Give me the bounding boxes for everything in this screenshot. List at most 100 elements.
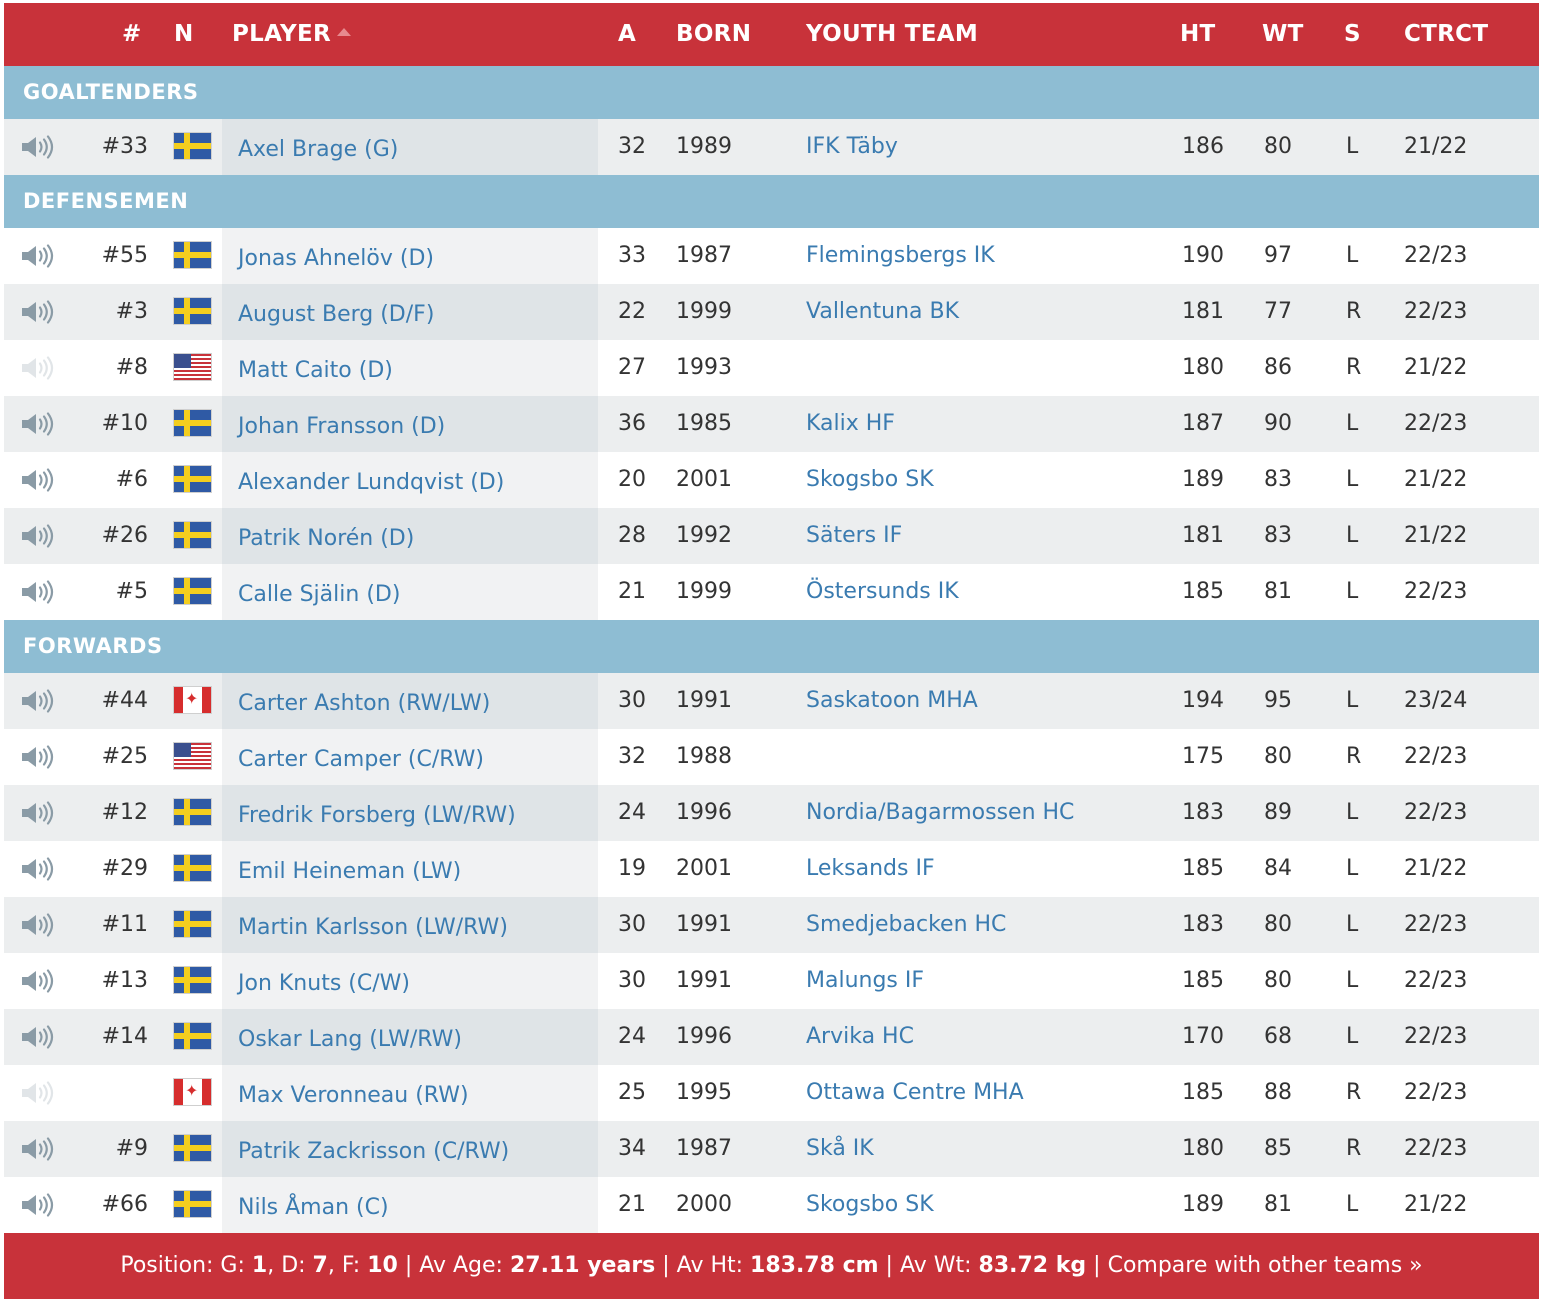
youth-team-link[interactable]: Kalix HF — [806, 411, 895, 436]
age-cell: 21 — [618, 579, 646, 604]
player-name-link[interactable]: Patrik Zackrisson (C/RW) — [238, 1139, 510, 1164]
player-name-link[interactable]: Jonas Ahnelöv (D) — [238, 246, 434, 271]
youth-team-link[interactable]: Vallentuna BK — [806, 299, 960, 324]
youth-team-link[interactable]: Leksands IF — [806, 856, 935, 881]
player-cell — [222, 564, 598, 620]
summary-age-label: | Av Age: — [397, 1253, 510, 1278]
player-name-link[interactable]: Carter Ashton (RW/LW) — [238, 691, 491, 716]
col-height[interactable]: HT — [1180, 21, 1216, 47]
flag-se-icon — [174, 1191, 211, 1217]
youth-team-link[interactable]: Nordia/Bagarmossen HC — [806, 800, 1075, 825]
speaker-icon[interactable] — [20, 1137, 54, 1161]
speaker-icon[interactable] — [20, 801, 54, 825]
youth-team-link[interactable]: Östersunds IK — [806, 579, 959, 604]
player-cell — [222, 841, 598, 897]
table-row: #25 Carter Camper (C/RW) 32 1988 175 80 R 22/23 — [4, 729, 1539, 785]
born-cell: 1987 — [676, 243, 732, 268]
youth-team-link[interactable]: Saskatoon MHA — [806, 688, 978, 713]
speaker-icon — [20, 1081, 54, 1105]
weight-cell: 81 — [1264, 579, 1292, 604]
youth-team-link[interactable]: Arvika HC — [806, 1024, 914, 1049]
weight-cell: 80 — [1264, 134, 1292, 159]
player-name-link[interactable]: Axel Brage (G) — [238, 137, 399, 162]
youth-team-link[interactable]: Skå IK — [806, 1136, 874, 1161]
player-name-link[interactable]: Oskar Lang (LW/RW) — [238, 1027, 463, 1052]
contract-cell: 21/22 — [1404, 856, 1468, 881]
shoots-cell: R — [1346, 299, 1362, 324]
flag-us-icon — [174, 743, 211, 769]
speaker-icon[interactable] — [20, 913, 54, 937]
born-cell: 1996 — [676, 800, 732, 825]
height-cell: 185 — [1182, 579, 1224, 604]
player-name-link[interactable]: August Berg (D/F) — [238, 302, 435, 327]
youth-team-link[interactable]: Malungs IF — [806, 968, 925, 993]
youth-team-link[interactable]: Smedjebacken HC — [806, 912, 1007, 937]
age-cell: 30 — [618, 968, 646, 993]
speaker-icon[interactable] — [20, 300, 54, 324]
speaker-icon[interactable] — [20, 524, 54, 548]
speaker-icon[interactable] — [20, 689, 54, 713]
age-cell: 36 — [618, 411, 646, 436]
speaker-icon[interactable] — [20, 468, 54, 492]
section-label: GOALTENDERS — [23, 80, 199, 104]
section-label: FORWARDS — [23, 634, 163, 658]
born-cell: 1995 — [676, 1080, 732, 1105]
shoots-cell: R — [1346, 1136, 1362, 1161]
speaker-icon[interactable] — [20, 745, 54, 769]
player-name-link[interactable]: Martin Karlsson (LW/RW) — [238, 915, 508, 940]
player-name-link[interactable]: Fredrik Forsberg (LW/RW) — [238, 803, 516, 828]
player-name-link[interactable]: Matt Caito (D) — [238, 358, 393, 383]
player-name-link[interactable]: Alexander Lundqvist (D) — [238, 470, 505, 495]
speaker-icon[interactable] — [20, 969, 54, 993]
speaker-icon[interactable] — [20, 412, 54, 436]
player-name-link[interactable]: Max Veronneau (RW) — [238, 1083, 469, 1108]
col-nation[interactable]: N — [174, 21, 194, 47]
roster-table: # N PLAYER A BORN YOUTH TEAM HT WT S CTR… — [4, 3, 1539, 1299]
player-name-link[interactable]: Nils Åman (C) — [238, 1195, 389, 1220]
col-shoots[interactable]: S — [1344, 21, 1361, 47]
compare-teams-link[interactable]: Compare with other teams » — [1107, 1253, 1423, 1278]
col-age[interactable]: A — [618, 21, 637, 47]
contract-cell: 22/23 — [1404, 579, 1468, 604]
youth-team-link[interactable]: Skogsbo SK — [806, 467, 934, 492]
col-number[interactable]: # — [122, 21, 142, 47]
shoots-cell: L — [1346, 1192, 1359, 1217]
height-cell: 190 — [1182, 243, 1224, 268]
youth-team-link[interactable]: Säters IF — [806, 523, 903, 548]
player-name-link[interactable]: Carter Camper (C/RW) — [238, 747, 484, 772]
col-contract[interactable]: CTRCT — [1404, 21, 1489, 47]
section-header: GOALTENDERS — [4, 66, 1539, 119]
speaker-icon[interactable] — [20, 135, 54, 159]
youth-team-link[interactable]: Flemingsbergs IK — [806, 243, 995, 268]
table-row: #8 Matt Caito (D) 27 1993 180 86 R 21/22 — [4, 340, 1539, 396]
jersey-number: #44 — [101, 688, 148, 713]
speaker-icon[interactable] — [20, 1025, 54, 1049]
contract-cell: 21/22 — [1404, 355, 1468, 380]
youth-team-link[interactable]: IFK Täby — [806, 134, 898, 159]
player-name-link[interactable]: Johan Fransson (D) — [238, 414, 446, 439]
youth-team-link[interactable]: Skogsbo SK — [806, 1192, 934, 1217]
youth-team-link[interactable]: Ottawa Centre MHA — [806, 1080, 1024, 1105]
player-name-link[interactable]: Emil Heineman (LW) — [238, 859, 462, 884]
age-cell: 34 — [618, 1136, 646, 1161]
speaker-icon[interactable] — [20, 1193, 54, 1217]
speaker-icon[interactable] — [20, 244, 54, 268]
weight-cell: 89 — [1264, 800, 1292, 825]
age-cell: 27 — [618, 355, 646, 380]
player-name-link[interactable]: Jon Knuts (C/W) — [238, 971, 410, 996]
player-name-link[interactable]: Calle Själin (D) — [238, 582, 401, 607]
flag-se-icon — [174, 911, 211, 937]
table-row: #5 Calle Själin (D) 21 1999 Östersunds IK 185… — [4, 564, 1539, 620]
col-born[interactable]: BORN — [676, 21, 752, 47]
table-row: #14 Oskar Lang (LW/RW) 24 1996 Arvika HC 170 6… — [4, 1009, 1539, 1065]
age-cell: 20 — [618, 467, 646, 492]
col-youth-team[interactable]: YOUTH TEAM — [806, 21, 979, 47]
summary-f-label: , F: — [327, 1253, 368, 1278]
speaker-icon[interactable] — [20, 857, 54, 881]
speaker-icon[interactable] — [20, 580, 54, 604]
col-weight[interactable]: WT — [1262, 21, 1304, 47]
col-player-label: PLAYER — [232, 21, 331, 47]
weight-cell: 83 — [1264, 523, 1292, 548]
col-player[interactable]: PLAYER — [232, 3, 351, 66]
player-name-link[interactable]: Patrik Norén (D) — [238, 526, 415, 551]
